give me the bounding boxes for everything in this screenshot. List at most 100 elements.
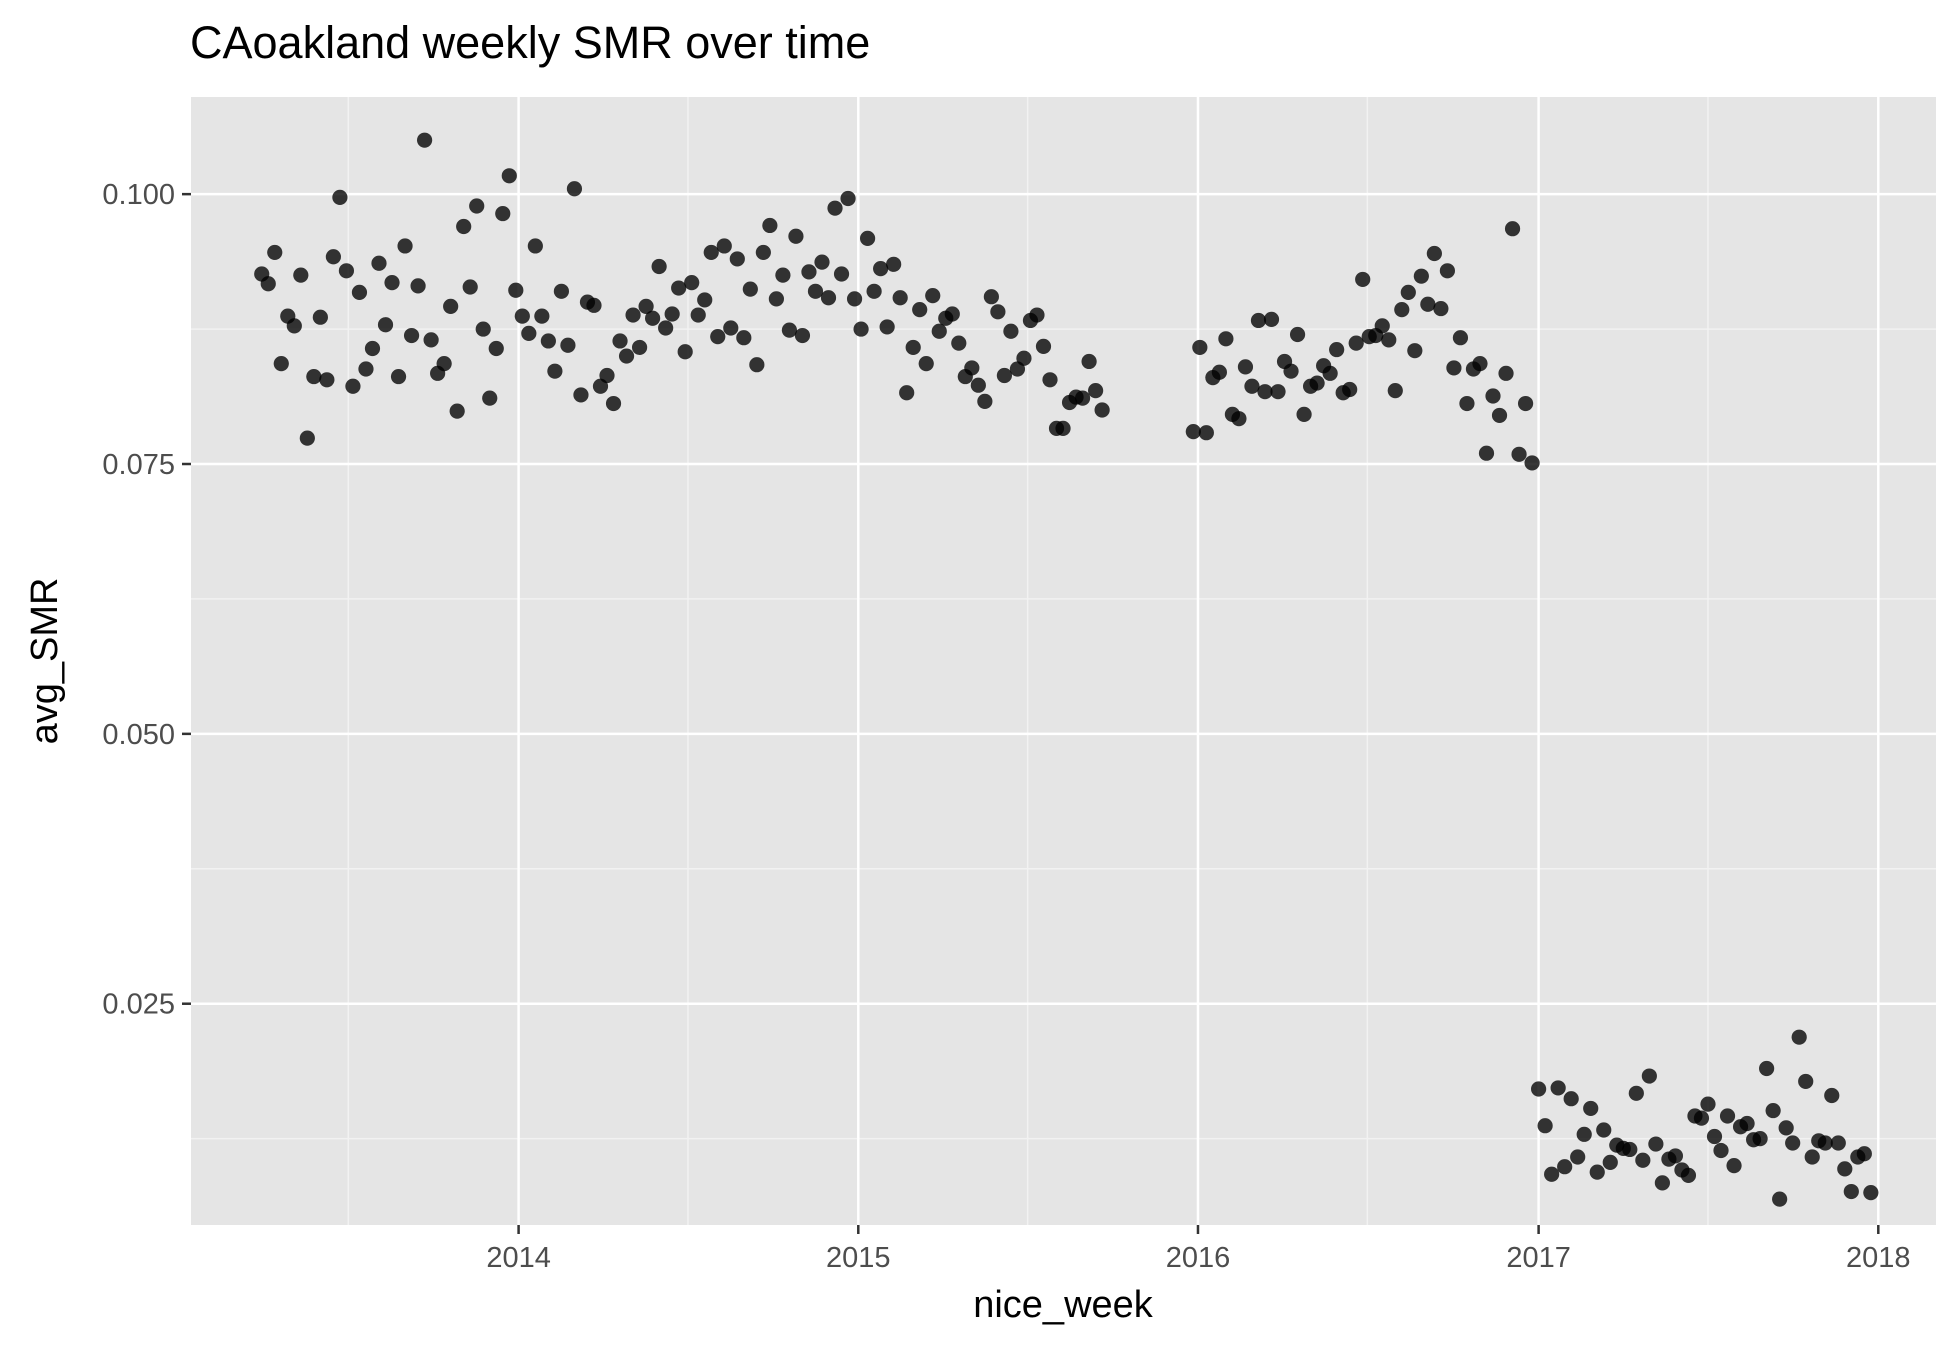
data-point: [260, 276, 276, 292]
data-point: [912, 302, 928, 318]
data-point: [1785, 1135, 1801, 1151]
x-tick-label: 2017: [1506, 1242, 1571, 1274]
data-point: [631, 339, 648, 356]
data-point: [1863, 1185, 1879, 1201]
data-point: [1459, 395, 1475, 412]
data-point: [866, 283, 882, 299]
data-point: [436, 356, 452, 372]
data-point: [1537, 1118, 1553, 1134]
data-point: [1029, 307, 1045, 323]
data-point: [1856, 1146, 1872, 1162]
data-point: [1824, 1087, 1840, 1104]
data-point: [495, 205, 511, 222]
data-point: [827, 200, 843, 216]
data-point: [742, 281, 758, 297]
data-point: [1517, 395, 1534, 412]
data-point: [599, 367, 615, 384]
data-point: [931, 323, 947, 339]
data-point: [1798, 1073, 1814, 1090]
y-axis: 0.025 0.050 0.075 0.100: [102, 179, 191, 1021]
data-point: [1557, 1159, 1573, 1175]
data-point: [1837, 1161, 1853, 1177]
data-point: [859, 230, 876, 247]
data-point: [397, 238, 413, 254]
data-point: [1589, 1164, 1605, 1180]
data-point: [1394, 302, 1410, 318]
data-point: [299, 430, 315, 446]
data-point: [267, 244, 283, 261]
data-point: [1739, 1115, 1755, 1132]
data-point: [1759, 1060, 1775, 1077]
data-point: [886, 256, 902, 272]
y-axis-title: avg_SMR: [24, 578, 66, 745]
y-tick-label: 0.050: [102, 719, 175, 751]
data-point: [1680, 1167, 1697, 1183]
data-point: [775, 267, 791, 283]
data-point: [1400, 284, 1416, 300]
data-point: [364, 340, 381, 357]
x-tick-label: 2015: [826, 1242, 891, 1274]
data-point: [1843, 1183, 1859, 1200]
data-point: [1192, 339, 1208, 356]
data-point: [521, 325, 537, 341]
data-point: [1478, 445, 1495, 461]
data-point: [586, 297, 602, 313]
y-tick-label: 0.100: [102, 179, 175, 211]
data-point: [1622, 1141, 1638, 1158]
data-point: [1719, 1108, 1736, 1124]
data-point: [970, 377, 986, 393]
data-point: [1596, 1122, 1612, 1138]
data-point: [560, 337, 576, 353]
data-point: [1244, 378, 1260, 394]
data-point: [1654, 1175, 1670, 1191]
data-point: [358, 361, 374, 377]
data-point: [371, 255, 387, 271]
data-point: [1016, 350, 1032, 366]
data-point: [1726, 1158, 1742, 1174]
data-point: [794, 327, 811, 344]
data-point: [1407, 343, 1423, 359]
data-point: [1830, 1135, 1846, 1151]
data-point: [873, 261, 889, 277]
data-point: [671, 280, 687, 296]
data-point: [729, 251, 745, 267]
data-point: [1706, 1128, 1723, 1145]
data-point: [1570, 1149, 1586, 1165]
data-point: [1667, 1148, 1684, 1164]
data-point: [423, 332, 439, 348]
data-point: [996, 367, 1013, 384]
data-point: [306, 368, 322, 385]
data-point: [1563, 1091, 1579, 1107]
data-point: [1772, 1191, 1788, 1207]
data-point: [534, 308, 550, 324]
data-point: [1329, 341, 1345, 358]
data-point: [514, 308, 530, 324]
data-point: [651, 258, 667, 275]
data-point: [716, 238, 732, 254]
data-point: [697, 292, 713, 308]
data-point: [788, 228, 804, 244]
data-point: [1074, 390, 1091, 406]
data-point: [840, 190, 856, 207]
data-point: [625, 307, 641, 323]
data-point: [1413, 268, 1429, 284]
data-point: [703, 244, 719, 261]
data-point: [1544, 1166, 1560, 1182]
x-axis-title: nice_week: [973, 1284, 1154, 1326]
data-point: [1237, 359, 1254, 375]
data-point: [645, 310, 661, 326]
data-point: [664, 306, 680, 322]
data-point: [1583, 1100, 1599, 1117]
data-point: [410, 278, 426, 294]
data-point: [566, 181, 583, 197]
data-point: [1420, 296, 1436, 312]
data-point: [1035, 338, 1052, 354]
x-tick-label: 2018: [1846, 1242, 1911, 1274]
data-point: [1550, 1080, 1566, 1096]
chart-title: CAoakland weekly SMR over time: [190, 17, 870, 68]
data-point: [443, 298, 459, 315]
data-point: [755, 244, 771, 261]
data-point: [1218, 331, 1234, 347]
data-point: [951, 335, 967, 351]
